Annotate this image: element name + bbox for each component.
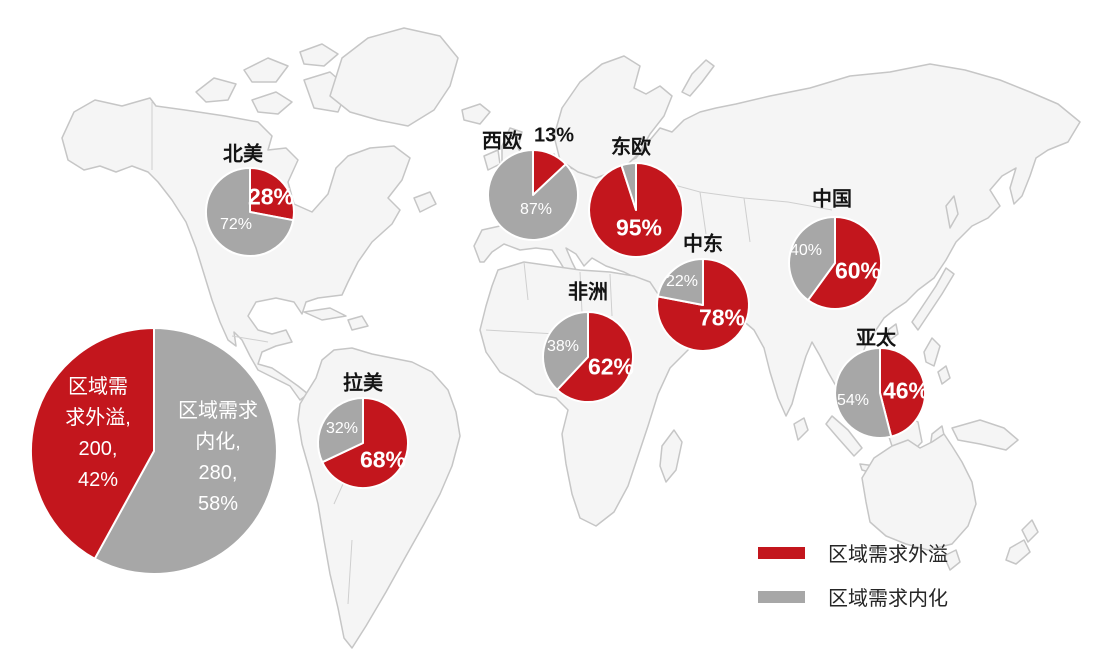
island-philippines-1 [923, 337, 941, 367]
island-cuba [303, 307, 347, 321]
region-name-asia-pacific: 亚太 [856, 327, 896, 350]
pie-north-america-outflow-label: 28% [247, 183, 295, 210]
pie-north-america-internal-label: 72% [219, 216, 253, 233]
island-arctic-2 [243, 57, 289, 83]
region-name-latin-america: 拉美 [343, 372, 383, 395]
border-africa-4 [609, 273, 613, 317]
region-title-west-europe: 西欧 13% [482, 125, 574, 154]
pie-asia-pacific-outflow-label: 46% [882, 377, 930, 404]
legend-label-outflow: 区域需求外溢 [828, 544, 948, 566]
region-title-africa: 非洲 [568, 276, 608, 305]
legend-item-internal: 区域需求内化 [758, 582, 948, 611]
pie-china-outflow-slice [807, 216, 883, 310]
island-sri-lanka [793, 417, 809, 441]
border-mexico [231, 335, 269, 343]
legend-label-internal: 区域需求内化 [828, 588, 948, 610]
total-pie-internal-slice [93, 327, 278, 575]
border-south-america-2 [347, 539, 353, 605]
region-title-china: 中国 [812, 183, 852, 212]
pie-north-america-outflow-slice [249, 167, 295, 222]
region-name-china: 中国 [812, 188, 852, 211]
island-greenland [329, 27, 459, 127]
island-arctic-3 [299, 43, 339, 67]
island-novaya-zemlya [681, 59, 715, 97]
legend-swatch-outflow [758, 546, 805, 559]
border-asia-2 [699, 191, 707, 235]
pie-latin-america-internal-label: 32% [325, 420, 359, 437]
island-sumatra [825, 415, 863, 457]
border-africa-1 [485, 329, 557, 335]
pie-middle-east-internal-slice [656, 258, 704, 306]
legend-swatch-internal [758, 590, 805, 603]
total-pie-internal-label-line: 58% [197, 493, 239, 515]
region-name-middle-east: 中东 [683, 233, 723, 256]
pie-asia-pacific-outflow-slice [879, 347, 927, 438]
island-iceland [461, 103, 491, 125]
pie-latin-america-internal-slice [317, 397, 364, 464]
pie-asia-pacific-internal-label: 54% [836, 392, 870, 409]
pie-east-europe-outflow-label: 95% [615, 214, 663, 241]
total-pie-internal-label-line: 区域需求 [178, 400, 258, 422]
region-name-africa: 非洲 [568, 281, 608, 304]
region-title-latin-america: 拉美 [343, 367, 383, 396]
region-name-west-europe: 西欧 [481, 130, 522, 153]
region-name-north-america: 北美 [223, 143, 263, 166]
pie-asia-pacific-internal-slice [834, 347, 893, 439]
pie-china-outflow-label: 60% [834, 257, 882, 284]
border-africa-3 [579, 271, 583, 313]
pie-latin-america-outflow-slice [321, 397, 409, 489]
legend: 区域需求外溢 区域需求内化 [758, 538, 948, 611]
total-pie-outflow-slice [29, 327, 155, 560]
island-taiwan [887, 323, 899, 341]
region-title-north-america: 北美 [223, 138, 263, 167]
island-japan [911, 267, 955, 331]
pie-africa-outflow-label: 62% [587, 353, 635, 380]
total-pie-outflow-label-line: 200, [78, 438, 118, 460]
region-outflow-pct-west-europe: 13% [533, 124, 575, 147]
border-africa-2 [523, 261, 529, 301]
region-title-middle-east: 中东 [683, 228, 723, 257]
region-title-asia-pacific: 亚太 [856, 322, 896, 351]
pie-china-internal-label: 40% [789, 242, 823, 259]
pie-africa-internal-slice [542, 311, 589, 391]
island-arctic-1 [195, 77, 237, 103]
island-tasmania [943, 549, 961, 571]
pie-middle-east-internal-label: 22% [665, 273, 699, 290]
island-new-zealand-south [1005, 539, 1031, 565]
pie-africa-internal-label: 38% [546, 338, 580, 355]
total-pie-internal-label-line: 280, [198, 462, 238, 484]
pie-west-europe-internal-slice [486, 149, 579, 241]
pie-africa-outflow-slice [556, 311, 635, 403]
pie-east-europe-internal-slice [620, 162, 637, 211]
island-arctic-4 [251, 91, 293, 115]
island-hispaniola [347, 315, 369, 331]
total-pie-outflow-label-line: 区域需 [68, 376, 128, 398]
region-title-east-europe: 东欧 [611, 131, 651, 160]
pie-latin-america-outflow-label: 68% [359, 446, 407, 473]
island-new-guinea [951, 419, 1019, 451]
island-new-zealand-north [1021, 519, 1039, 543]
total-pie-internal-label: 区域需求内化, 280, 58% [178, 396, 258, 520]
pie-north-america-internal-slice [204, 167, 295, 257]
total-pie-outflow-label-line: 求外溢, [65, 407, 131, 429]
pie-middle-east-outflow-label: 78% [698, 304, 746, 331]
island-madagascar [659, 429, 683, 483]
legend-item-outflow: 区域需求外溢 [758, 538, 948, 567]
island-newfoundland [413, 191, 437, 213]
continent-australia [861, 433, 977, 551]
border-asia-3 [743, 197, 751, 243]
total-pie-outflow-label: 区域需求外溢, 200, 42% [65, 372, 131, 496]
pie-west-europe-internal-label: 87% [519, 201, 553, 218]
region-name-east-europe: 东欧 [611, 136, 651, 159]
total-pie-internal-label-line: 内化, [195, 431, 241, 453]
total-pie-outflow-label-line: 42% [77, 469, 119, 491]
island-philippines-2 [937, 365, 951, 385]
pie-china-internal-slice [788, 216, 836, 302]
island-sakhalin [945, 195, 959, 229]
